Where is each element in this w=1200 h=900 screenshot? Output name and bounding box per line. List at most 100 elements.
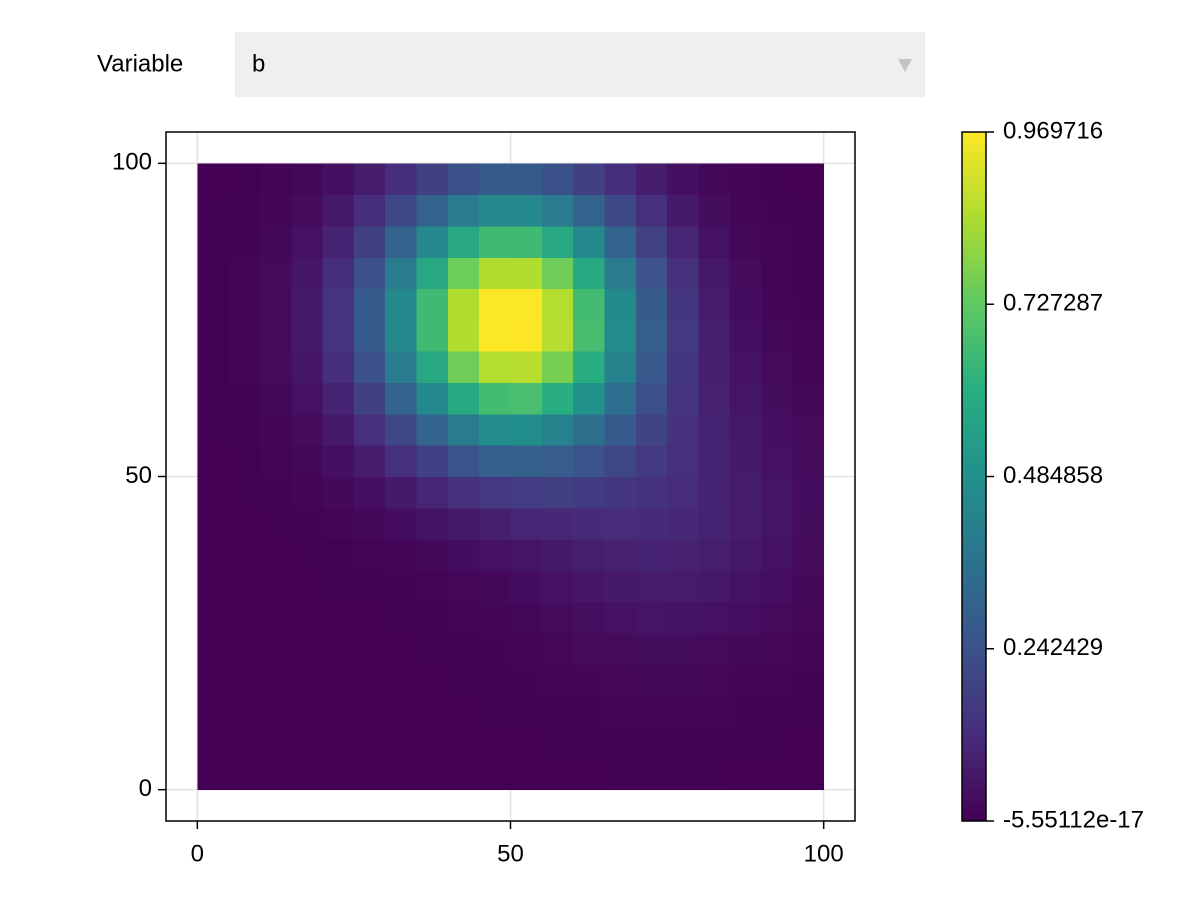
heatmap-cell <box>729 413 762 446</box>
heatmap-cell <box>197 695 230 728</box>
heatmap-cell <box>259 695 292 728</box>
heatmap-cell <box>573 601 605 634</box>
heatmap-cell <box>416 413 449 446</box>
heatmap-cell <box>573 570 605 603</box>
heatmap-cell <box>635 382 668 415</box>
heatmap-cell <box>698 445 731 477</box>
heatmap-cell <box>291 319 324 352</box>
heatmap-cell <box>729 539 762 571</box>
heatmap-cell <box>541 319 574 352</box>
heatmap-cell <box>635 601 668 634</box>
heatmap-cell <box>541 633 574 665</box>
heatmap-cell <box>197 727 230 759</box>
heatmap-cell <box>792 507 825 540</box>
heatmap-cell <box>604 570 637 603</box>
heatmap-cell <box>322 758 355 791</box>
heatmap-cell <box>792 476 825 509</box>
heatmap-cell <box>792 225 825 258</box>
heatmap-cell <box>604 413 637 446</box>
heatmap-cell <box>635 319 668 352</box>
heatmap-cell <box>573 539 605 571</box>
heatmap-cell <box>479 539 511 571</box>
heatmap-cell <box>416 664 449 697</box>
heatmap-cell <box>447 382 480 415</box>
heatmap-cell <box>541 601 574 634</box>
heatmap-cell <box>573 257 605 290</box>
heatmap-cell <box>698 194 731 227</box>
colorbar-tick-label: 0.969716 <box>1003 117 1103 144</box>
heatmap-cell <box>259 319 292 352</box>
heatmap-cell <box>416 225 449 258</box>
heatmap-cell <box>792 633 825 665</box>
heatmap-cell <box>259 257 292 290</box>
heatmap-cell <box>698 507 731 540</box>
heatmap-cell <box>416 758 449 791</box>
heatmap-cell <box>479 413 511 446</box>
heatmap-cell <box>291 758 324 791</box>
heatmap-cell <box>479 476 511 509</box>
x-tick-label: 50 <box>497 840 524 867</box>
heatmap-cell <box>259 633 292 665</box>
heatmap-cell <box>353 695 386 728</box>
heatmap-cell <box>479 695 511 728</box>
heatmap-cell <box>322 601 355 634</box>
x-tick-label: 100 <box>804 840 844 867</box>
heatmap-cell <box>259 382 292 415</box>
heatmap-cell <box>761 570 793 603</box>
heatmap-cell <box>197 507 230 540</box>
heatmap-cell <box>541 664 574 697</box>
heatmap-cell <box>761 194 793 227</box>
heatmap-cell <box>228 225 261 258</box>
heatmap-cell <box>353 633 386 665</box>
heatmap-cell <box>259 225 292 258</box>
heatmap-cell <box>447 758 480 791</box>
heatmap-cell <box>291 257 324 290</box>
heatmap-cell <box>729 570 762 603</box>
heatmap-cell <box>635 539 668 571</box>
heatmap-cell <box>792 413 825 446</box>
heatmap-cell <box>291 163 324 196</box>
heatmap-cell <box>729 225 762 258</box>
heatmap-cell <box>729 664 762 697</box>
dropdown[interactable]: b <box>235 32 925 97</box>
heatmap-cell <box>510 288 543 321</box>
heatmap-cell <box>197 351 230 384</box>
heatmap-cell <box>385 507 418 540</box>
heatmap-cell <box>322 351 355 384</box>
heatmap-cell <box>761 507 793 540</box>
heatmap-cell <box>667 539 699 571</box>
y-tick-label: 50 <box>125 462 152 489</box>
heatmap-cell <box>479 758 511 791</box>
heatmap-cell <box>259 413 292 446</box>
heatmap-cell <box>761 288 793 321</box>
heatmap-cell <box>541 727 574 759</box>
heatmap-cell <box>729 319 762 352</box>
dropdown-box[interactable] <box>235 32 925 97</box>
heatmap-cell <box>541 507 574 540</box>
heatmap-cell <box>291 225 324 258</box>
heatmap-cell <box>197 476 230 509</box>
heatmap-cell <box>667 476 699 509</box>
dropdown-value[interactable]: b <box>252 50 265 77</box>
heatmap-cell <box>479 445 511 477</box>
heatmap-cell <box>291 382 324 415</box>
heatmap-cell <box>729 194 762 227</box>
heatmap-cell <box>385 445 418 477</box>
heatmap-cell <box>385 382 418 415</box>
heatmap-cell <box>729 633 762 665</box>
heatmap-cell <box>447 476 480 509</box>
heatmap-cell <box>416 194 449 227</box>
dropdown-arrow[interactable] <box>898 59 912 72</box>
heatmap-cell <box>447 351 480 384</box>
heatmap-cell <box>667 382 699 415</box>
heatmap-cell <box>447 664 480 697</box>
heatmap-cell <box>291 601 324 634</box>
heatmap-cell <box>698 570 731 603</box>
heatmap-cell <box>447 570 480 603</box>
heatmap-cell <box>322 288 355 321</box>
heatmap-cell <box>385 664 418 697</box>
heatmap-cell <box>510 194 543 227</box>
heatmap-cell <box>667 351 699 384</box>
heatmap-cell <box>479 225 511 258</box>
heatmap-cell <box>792 570 825 603</box>
